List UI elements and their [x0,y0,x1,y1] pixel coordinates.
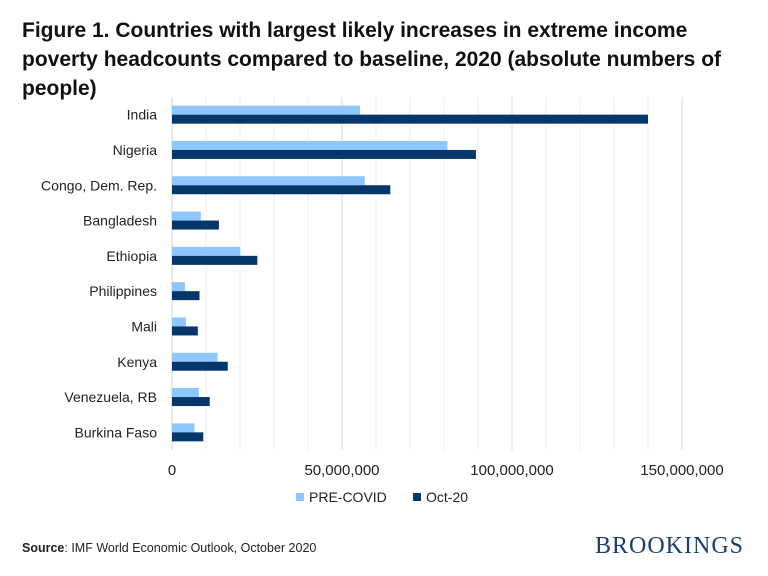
bar-oct-20 [172,114,648,124]
category-label: Bangladesh [83,213,157,229]
x-tick-label: 50,000,000 [304,462,379,479]
category-label: Nigeria [113,142,158,158]
category-label: Congo, Dem. Rep. [41,177,157,193]
bar-pre-covid [172,176,365,186]
legend-swatch [296,493,304,501]
bar-oct-20 [172,220,219,230]
category-label: Mali [131,318,157,334]
category-label: Ethiopia [106,248,157,264]
legend-label: Oct-20 [426,489,468,505]
bar-oct-20 [172,397,210,407]
category-label: Philippines [89,283,157,299]
bar-pre-covid [172,105,361,115]
brookings-logo: BROOKINGS [594,533,744,559]
x-tick-label: 0 [168,462,176,479]
source-label: Source [22,541,65,555]
category-label: Kenya [117,354,157,370]
source-text: : IMF World Economic Outlook, October 20… [64,541,317,555]
category-label: India [127,107,158,123]
bar-pre-covid [172,423,195,433]
bar-oct-20 [172,326,198,336]
legend-swatch [413,493,421,501]
category-label: Burkina Faso [75,424,158,440]
bar-oct-20 [172,291,200,301]
x-tick-label: 150,000,000 [640,462,723,479]
x-tick-label: 100,000,000 [470,462,553,479]
bar-oct-20 [172,149,476,159]
bar-pre-covid [172,140,448,150]
chart-title: Figure 1. Countries with largest likely … [22,19,722,100]
legend-label: PRE-COVID [309,489,387,505]
bar-oct-20 [172,255,258,265]
bar-pre-covid [172,352,218,362]
bar-pre-covid [172,282,185,292]
source-note: Source: IMF World Economic Outlook, Octo… [22,541,316,555]
bar-pre-covid [172,317,186,327]
bar-pre-covid [172,388,199,398]
category-label: Venezuela, RB [64,389,157,405]
bar-oct-20 [172,361,228,371]
bar-oct-20 [172,432,204,442]
bar-pre-covid [172,246,241,256]
bar-oct-20 [172,185,391,195]
bar-pre-covid [172,211,201,221]
